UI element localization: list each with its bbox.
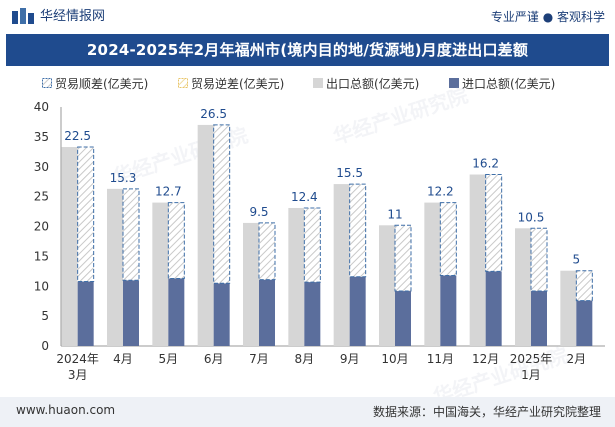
surplus-bar [303,207,321,283]
x-tick-label: 5月 [159,352,179,366]
surplus-bar [394,224,412,292]
x-tick-label: 7月 [249,352,269,366]
surplus-bar [530,227,548,292]
surplus-bar [485,174,503,272]
surplus-data-label: 15.5 [336,166,363,180]
export-bar [560,270,577,346]
y-axis: 0 5 10 15 20 25 30 35 40 [34,100,605,353]
y-tick-label: 25 [34,190,49,204]
import-bar [440,275,457,346]
legend-label-deficit: 贸易逆差(亿美元) [191,76,285,91]
site-url: www.huaon.com [16,403,116,417]
surplus-data-label: 12.2 [427,185,454,199]
x-tick-label: 1月 [521,368,541,382]
legend-item-surplus: 贸易顺差(亿美元) [42,72,148,94]
import-bar [576,300,593,346]
x-tick-label: 11月 [427,352,454,366]
export-bar [424,202,441,346]
legend-item-export: 出口总额(亿美元) [313,72,419,94]
bars [61,124,593,346]
surplus-bar [575,270,593,302]
export-bar [288,207,305,346]
y-tick-label: 30 [34,160,49,174]
surplus-bar [167,202,185,279]
brand-logo-icon [12,8,34,24]
legend-swatch-import-icon [449,78,459,88]
surplus-bar [122,188,140,281]
surplus-bar [349,183,367,278]
surplus-data-label: 9.5 [249,205,268,219]
surplus-data-label: 22.5 [64,129,91,143]
export-bar [515,228,531,346]
legend-item-deficit: 贸易逆差(亿美元) [178,72,284,94]
surplus-data-label: 26.5 [200,107,227,121]
export-bar [197,124,214,346]
legend-swatch-surplus-icon [42,78,52,88]
chart-plot: 0 5 10 15 20 25 30 35 40 22.5 2024年 3月 15.3 4月 12.7 5月… [34,100,605,382]
import-bar [77,281,94,346]
brand-name: 华经情报网 [40,9,106,24]
y-tick-label: 40 [34,100,49,114]
x-tick-label: 4月 [113,352,133,366]
y-tick-label: 0 [41,339,49,353]
import-bar [213,283,230,346]
import-bar [395,291,411,346]
export-bar [469,174,486,346]
surplus-data-label: 12.7 [155,185,182,199]
y-tick-label: 5 [41,309,49,323]
surplus-bar [77,146,95,282]
export-bar [333,184,350,346]
export-bar [243,222,259,346]
surplus-data-label: 11 [387,207,402,221]
x-tick-label: 2月 [567,352,587,366]
y-tick-label: 15 [34,249,49,263]
surplus-bar [213,124,231,284]
import-bar [259,279,275,346]
top-bar: 华经情报网 专业严谨 ● 客观科学 [0,0,615,34]
legend-item-import: 进口总额(亿美元) [449,72,555,94]
import-bar [485,271,502,346]
chart-legend: 贸易顺差(亿美元) 贸易逆差(亿美元) 出口总额(亿美元) 进口总额(亿美元) [0,72,615,94]
legend-swatch-deficit-icon [178,78,188,88]
legend-label-export: 出口总额(亿美元) [326,76,420,91]
x-tick-label: 9月 [340,352,360,366]
import-bar [123,280,139,346]
import-bar [531,291,547,346]
surplus-data-label: 10.5 [518,210,545,224]
y-tick-label: 20 [34,220,49,234]
x-tick-label: 8月 [295,352,315,366]
export-bar [107,188,123,346]
data-source: 数据来源：中国海关，华经产业研究院整理 [372,405,601,419]
legend-label-surplus: 贸易顺差(亿美元) [55,76,149,91]
surplus-data-label: 15.3 [110,171,137,185]
surplus-data-label: 12.4 [291,190,318,204]
export-bar [152,202,169,346]
import-bar [304,282,321,346]
brand-tagline: 专业严谨 ● 客观科学 [490,10,605,24]
x-tick-label: 12月 [472,352,499,366]
x-tick-label: 6月 [204,352,224,366]
x-tick-label: 2025年 [510,352,553,366]
y-tick-label: 35 [34,130,49,144]
export-bar [379,225,395,346]
x-tick-label: 2024年 [56,352,99,366]
import-bar [349,276,366,346]
export-bar [61,147,78,346]
x-tick-label: 3月 [68,368,88,382]
surplus-data-label: 5 [573,253,581,267]
surplus-bar [258,222,276,281]
import-bar [168,278,185,346]
surplus-bar [439,202,457,276]
labels: 22.5 2024年 3月 15.3 4月 12.7 5月 26.5 6月 9.5 7月 12.4 8月… [56,107,586,382]
footer-bar: www.huaon.com 数据来源：中国海关，华经产业研究院整理 [0,397,615,427]
x-tick-label: 10月 [381,352,408,366]
chart-title: 2024-2025年2月年福州市(境内目的地/货源地)月度进出口差额 [86,41,529,59]
y-tick-label: 10 [34,279,49,293]
surplus-data-label: 16.2 [472,157,499,171]
legend-label-import: 进口总额(亿美元) [462,76,556,91]
legend-swatch-export-icon [313,78,323,88]
title-bar: 2024-2025年2月年福州市(境内目的地/货源地)月度进出口差额 [6,34,609,66]
